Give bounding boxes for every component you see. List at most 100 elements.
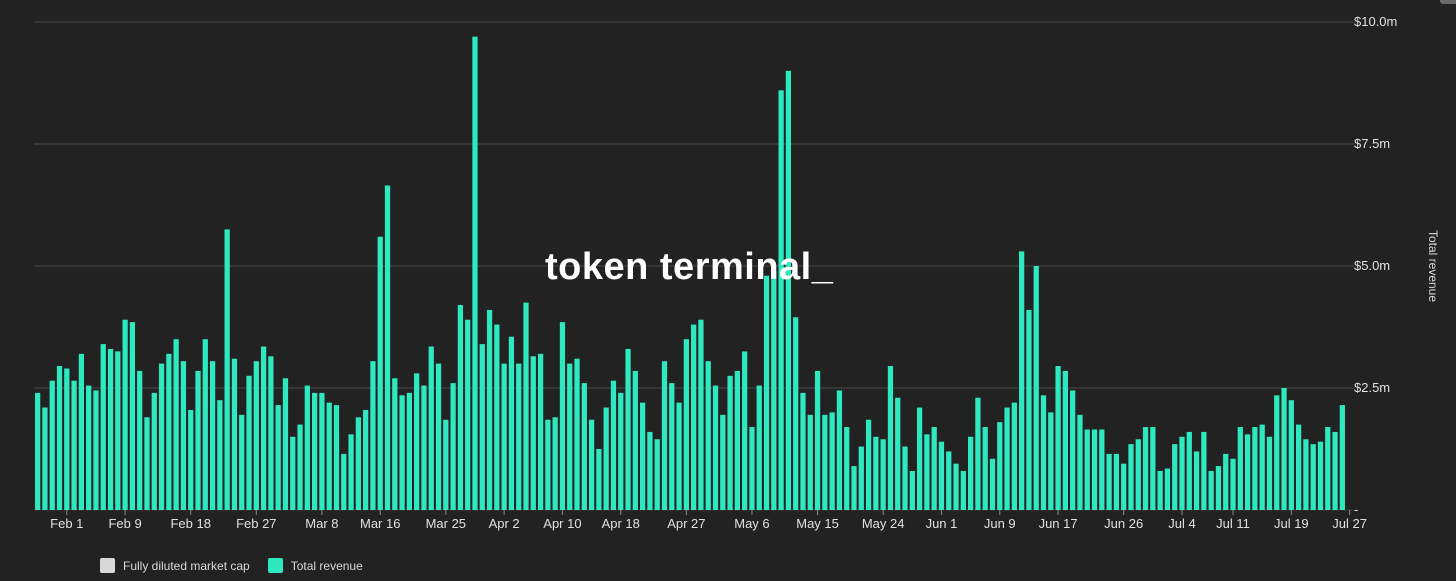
revenue-bar[interactable] bbox=[1230, 458, 1236, 510]
revenue-bar[interactable] bbox=[1077, 414, 1083, 510]
revenue-bar[interactable] bbox=[35, 392, 41, 510]
revenue-bar[interactable] bbox=[363, 409, 369, 510]
revenue-bar[interactable] bbox=[1332, 431, 1338, 510]
revenue-bar[interactable] bbox=[1274, 395, 1280, 510]
revenue-bar[interactable] bbox=[282, 378, 289, 510]
revenue-bar[interactable] bbox=[501, 363, 507, 510]
revenue-bar[interactable] bbox=[173, 339, 179, 510]
revenue-bar[interactable] bbox=[814, 370, 821, 510]
revenue-bar[interactable] bbox=[333, 405, 340, 510]
revenue-bar[interactable] bbox=[1062, 370, 1068, 510]
revenue-bar[interactable] bbox=[960, 470, 966, 510]
revenue-bar[interactable] bbox=[793, 317, 799, 510]
revenue-bar[interactable] bbox=[56, 366, 63, 510]
revenue-bar[interactable] bbox=[231, 358, 238, 510]
revenue-bar[interactable] bbox=[931, 427, 937, 510]
revenue-bar[interactable] bbox=[217, 400, 223, 510]
revenue-bar[interactable] bbox=[880, 439, 886, 510]
revenue-bar[interactable] bbox=[1048, 412, 1054, 510]
revenue-bar[interactable] bbox=[625, 348, 631, 510]
legend-item-market-cap[interactable]: Fully diluted market cap bbox=[100, 558, 250, 573]
revenue-bar[interactable] bbox=[1135, 439, 1141, 510]
revenue-bar[interactable] bbox=[661, 361, 668, 510]
revenue-bar[interactable] bbox=[581, 383, 587, 510]
revenue-bar[interactable] bbox=[632, 370, 638, 510]
revenue-bar[interactable] bbox=[435, 363, 442, 510]
revenue-bar[interactable] bbox=[1186, 431, 1192, 510]
revenue-bar[interactable] bbox=[997, 422, 1003, 510]
revenue-bar[interactable] bbox=[647, 431, 653, 510]
revenue-bar[interactable] bbox=[1150, 427, 1156, 510]
revenue-bar[interactable] bbox=[953, 463, 959, 510]
revenue-bar[interactable] bbox=[348, 434, 354, 510]
revenue-bar[interactable] bbox=[727, 375, 733, 510]
revenue-bar[interactable] bbox=[1201, 431, 1207, 510]
revenue-bar[interactable] bbox=[887, 366, 894, 510]
revenue-bar[interactable] bbox=[377, 236, 383, 510]
revenue-bar[interactable] bbox=[1099, 429, 1105, 510]
revenue-bar[interactable] bbox=[450, 383, 456, 510]
revenue-bar[interactable] bbox=[1325, 427, 1331, 510]
revenue-bar[interactable] bbox=[42, 407, 48, 510]
revenue-bar[interactable] bbox=[224, 229, 230, 510]
revenue-bar[interactable] bbox=[756, 385, 762, 510]
revenue-bar[interactable] bbox=[479, 344, 485, 510]
revenue-bar[interactable] bbox=[188, 409, 194, 510]
revenue-bar[interactable] bbox=[312, 392, 318, 510]
revenue-bar[interactable] bbox=[1244, 434, 1251, 510]
revenue-bar[interactable] bbox=[326, 402, 332, 510]
revenue-bar[interactable] bbox=[1055, 366, 1061, 510]
revenue-bar[interactable] bbox=[785, 70, 792, 511]
revenue-bar[interactable] bbox=[246, 375, 252, 510]
revenue-bar[interactable] bbox=[428, 346, 434, 510]
revenue-bar[interactable] bbox=[545, 419, 551, 510]
revenue-bar[interactable] bbox=[1128, 444, 1134, 510]
revenue-bar[interactable] bbox=[1266, 436, 1273, 510]
revenue-bar[interactable] bbox=[676, 402, 682, 510]
revenue-bar[interactable] bbox=[443, 419, 449, 510]
revenue-bar[interactable] bbox=[851, 466, 857, 510]
revenue-bar[interactable] bbox=[355, 417, 361, 510]
revenue-bar[interactable] bbox=[71, 380, 77, 510]
revenue-bar[interactable] bbox=[807, 414, 813, 510]
revenue-bar[interactable] bbox=[654, 439, 660, 510]
revenue-bar[interactable] bbox=[771, 270, 777, 510]
revenue-bar[interactable] bbox=[1237, 427, 1243, 510]
revenue-bar[interactable] bbox=[909, 470, 915, 510]
revenue-bar[interactable] bbox=[1208, 470, 1214, 510]
revenue-bar[interactable] bbox=[1296, 424, 1302, 510]
revenue-bar[interactable] bbox=[384, 185, 391, 511]
revenue-bar[interactable] bbox=[1303, 439, 1309, 510]
revenue-bar[interactable] bbox=[683, 339, 689, 510]
revenue-bar[interactable] bbox=[486, 309, 493, 510]
revenue-bar[interactable] bbox=[107, 348, 114, 510]
revenue-bar[interactable] bbox=[822, 414, 828, 510]
revenue-bar[interactable] bbox=[1040, 395, 1047, 510]
revenue-bar[interactable] bbox=[1113, 453, 1120, 510]
revenue-bar[interactable] bbox=[180, 361, 187, 510]
revenue-bar[interactable] bbox=[421, 385, 427, 510]
revenue-bar[interactable] bbox=[158, 363, 165, 510]
revenue-bar[interactable] bbox=[982, 427, 988, 510]
revenue-bar[interactable] bbox=[829, 412, 835, 510]
revenue-bar[interactable] bbox=[1339, 405, 1345, 510]
revenue-bar[interactable] bbox=[742, 351, 748, 510]
revenue-bar[interactable] bbox=[1142, 427, 1149, 510]
revenue-bar[interactable] bbox=[836, 390, 843, 510]
revenue-bar[interactable] bbox=[618, 392, 624, 510]
revenue-bar[interactable] bbox=[1259, 424, 1265, 510]
revenue-bar[interactable] bbox=[720, 414, 726, 510]
revenue-bar[interactable] bbox=[968, 436, 974, 510]
revenue-bar[interactable] bbox=[253, 361, 259, 510]
revenue-bar[interactable] bbox=[1281, 388, 1287, 510]
revenue-bar[interactable] bbox=[399, 395, 405, 510]
revenue-bar[interactable] bbox=[669, 383, 675, 510]
revenue-bar[interactable] bbox=[1091, 429, 1098, 510]
revenue-bar[interactable] bbox=[1033, 266, 1039, 510]
revenue-bar[interactable] bbox=[260, 346, 267, 510]
revenue-bar[interactable] bbox=[304, 385, 310, 510]
revenue-bar[interactable] bbox=[144, 417, 150, 510]
revenue-bar[interactable] bbox=[916, 407, 923, 510]
revenue-bar[interactable] bbox=[989, 458, 996, 510]
revenue-bar[interactable] bbox=[938, 441, 945, 510]
